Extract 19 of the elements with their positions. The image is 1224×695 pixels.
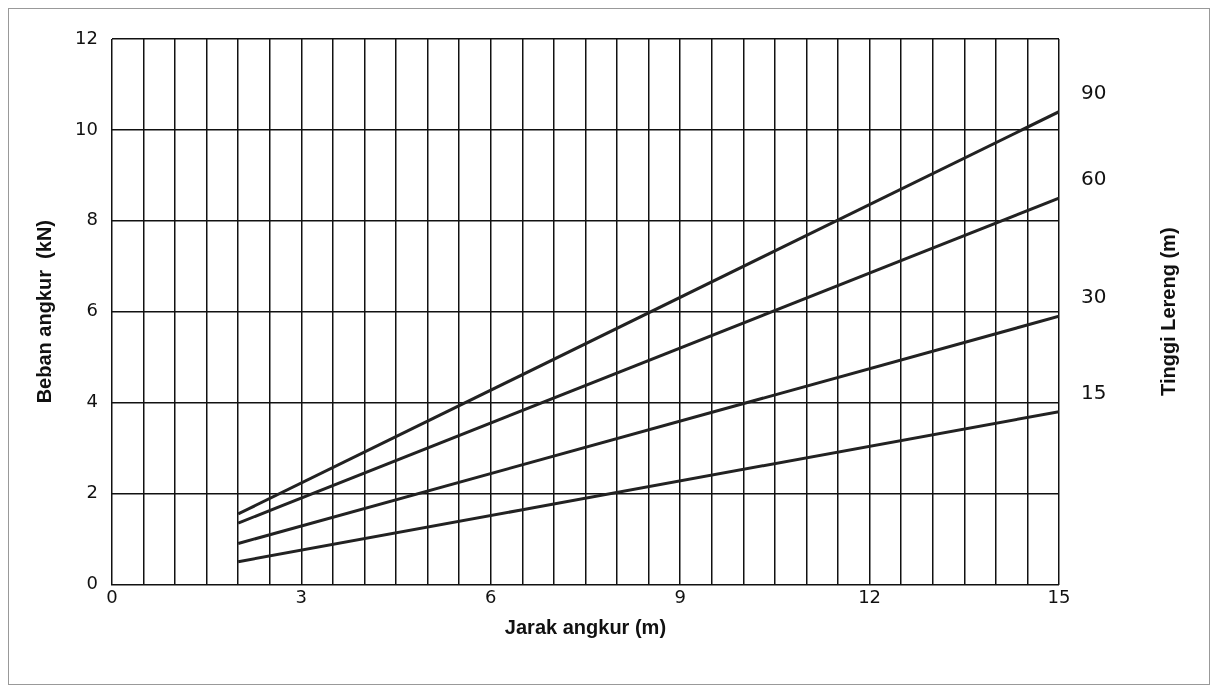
x-tick-label: 12 [858, 585, 882, 607]
y2-axis-title: Tinggi Lereng (m) [1156, 227, 1179, 396]
y-tick-label: 8 [86, 208, 98, 230]
y-tick-label: 2 [86, 481, 98, 503]
x-tick-label: 3 [295, 585, 308, 607]
x-tick-label: 9 [674, 585, 686, 607]
x-axis-title: Jarak angkur (m) [504, 615, 667, 638]
y-tick-label: 6 [86, 299, 98, 321]
series-label: 90 [1081, 79, 1107, 104]
y-tick-label: 10 [75, 117, 98, 139]
y-tick-label: 4 [86, 390, 98, 412]
x-tick-label: 0 [106, 585, 118, 607]
x-tick-label: 15 [1047, 585, 1071, 607]
series-label: 60 [1081, 166, 1107, 191]
y-axis-title: Beban angkur (kN) [32, 220, 55, 404]
series-label: 30 [1081, 284, 1107, 309]
y-tick-label: 12 [75, 26, 98, 48]
series-label: 15 [1081, 379, 1107, 404]
x-tick-label: 6 [485, 585, 497, 607]
